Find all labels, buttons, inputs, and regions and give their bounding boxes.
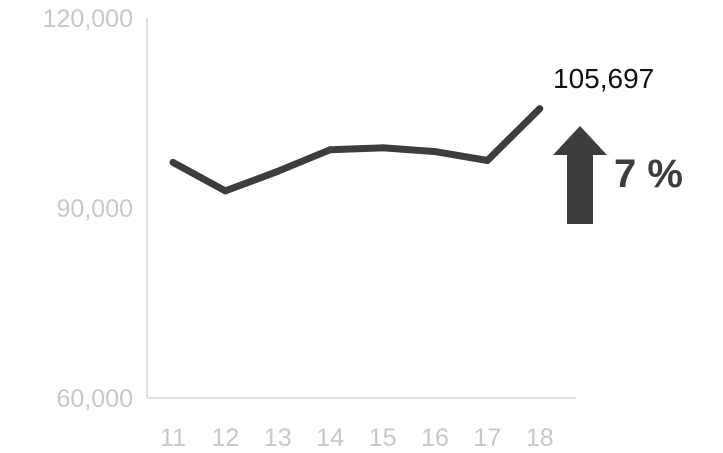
y-tick-label: 120,000: [43, 5, 133, 33]
data-point: [536, 105, 544, 113]
data-point: [483, 157, 491, 164]
x-tick-label: 17: [473, 424, 501, 452]
data-point: [326, 146, 334, 154]
y-tick-label: 60,000: [57, 385, 133, 413]
data-point: [379, 144, 387, 152]
data-point: [169, 158, 177, 166]
x-tick-label: 11: [160, 424, 186, 452]
up-arrow-icon: [553, 126, 607, 224]
x-tick-label: 16: [421, 424, 449, 452]
x-tick-label: 14: [316, 424, 344, 452]
y-tick-labels: 60,000 90,000 120,000: [43, 5, 133, 413]
data-point: [431, 148, 439, 156]
series-line: [171, 106, 543, 195]
x-tick-label: 12: [211, 424, 239, 452]
x-tick-label: 15: [369, 424, 397, 452]
x-tick-label: 13: [264, 424, 292, 452]
y-tick-label: 90,000: [57, 195, 133, 223]
data-point: [274, 167, 282, 175]
x-tick-labels: 11 12 13 14 15 16 17 18: [160, 424, 554, 452]
x-tick-label: 18: [526, 424, 554, 452]
change-percent-label: 7 %: [614, 152, 683, 196]
data-point: [221, 187, 229, 195]
last-value-label: 105,697: [553, 63, 654, 94]
